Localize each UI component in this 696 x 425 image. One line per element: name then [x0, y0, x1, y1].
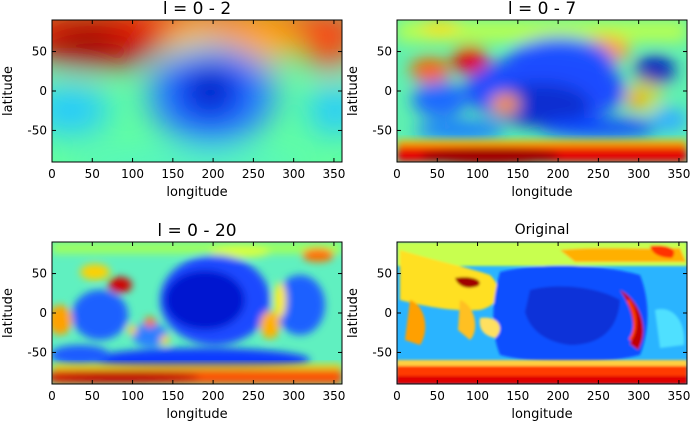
x-tick-label: 150 [506, 389, 529, 403]
y-axis-label: latitude [346, 288, 361, 338]
x-axis-label: longitude [511, 185, 572, 200]
x-tick-label: 100 [466, 389, 489, 403]
x-tick-label: 50 [430, 389, 445, 403]
x-tick-label: 50 [85, 389, 100, 403]
x-ticks: 0 50 100 150 200 250 300 350 [393, 20, 690, 181]
x-tick-label: 0 [48, 389, 56, 403]
x-tick-label: 0 [48, 167, 56, 181]
x-tick-label: 200 [547, 389, 570, 403]
panel-title: l = 0 - 7 [508, 0, 576, 19]
y-tick-label: 50 [377, 267, 392, 281]
heatmap [52, 242, 342, 384]
y-tick-label: -50 [372, 345, 392, 359]
y-tick-label: 50 [377, 45, 392, 59]
y-tick-label: 0 [39, 84, 47, 98]
heatmap [397, 20, 687, 162]
panel-l0-7: l = 0 - 7 [346, 0, 690, 200]
panel-title: Original [515, 222, 570, 238]
y-tick-label: 0 [39, 306, 47, 320]
x-tick-label: 350 [322, 389, 345, 403]
y-tick-label: 50 [32, 45, 47, 59]
x-tick-label: 200 [202, 389, 225, 403]
x-axis-label: longitude [166, 407, 227, 422]
panel-l0-2: l = 0 - 2 0 50 100 150 200 250 300 350 50 0 -50 l… [1, 0, 345, 200]
x-tick-label: 150 [506, 167, 529, 181]
x-ticks: 0 50 100 150 200 250 300 350 [48, 20, 345, 181]
x-tick-label: 250 [242, 167, 265, 181]
x-tick-label: 300 [282, 389, 305, 403]
x-tick-label: 350 [667, 389, 690, 403]
y-axis-label: latitude [346, 66, 361, 116]
x-tick-label: 50 [430, 167, 445, 181]
x-tick-label: 350 [667, 167, 690, 181]
x-tick-label: 150 [161, 167, 184, 181]
heatmap [397, 242, 687, 384]
x-tick-label: 100 [466, 167, 489, 181]
x-tick-label: 0 [393, 167, 401, 181]
x-tick-label: 250 [587, 167, 610, 181]
x-ticks: 0 50 100 150 200 250 300 350 [48, 242, 345, 403]
x-tick-label: 150 [161, 389, 184, 403]
x-tick-label: 200 [547, 167, 570, 181]
panel-title: l = 0 - 2 [163, 0, 231, 19]
x-axis-label: longitude [511, 407, 572, 422]
y-tick-label: 50 [32, 267, 47, 281]
panel-title: l = 0 - 20 [157, 221, 236, 241]
y-axis-label: latitude [1, 288, 16, 338]
y-ticks: 50 0 -50 [27, 45, 342, 137]
y-tick-label: 0 [384, 306, 392, 320]
x-tick-label: 350 [322, 167, 345, 181]
heatmap [52, 20, 342, 162]
panel-original: Original [346, 222, 690, 422]
x-tick-label: 250 [242, 389, 265, 403]
x-tick-label: 50 [85, 167, 100, 181]
x-tick-label: 250 [587, 389, 610, 403]
y-tick-label: -50 [372, 123, 392, 137]
x-axis-label: longitude [166, 185, 227, 200]
y-ticks: 50 0 -50 [27, 267, 342, 359]
x-tick-label: 100 [121, 389, 144, 403]
x-tick-label: 300 [282, 167, 305, 181]
x-ticks: 0 50 100 150 200 250 300 350 [393, 242, 690, 403]
y-tick-label: -50 [27, 123, 47, 137]
x-tick-label: 300 [627, 389, 650, 403]
y-ticks: 50 0 -50 [372, 45, 687, 137]
x-tick-label: 100 [121, 167, 144, 181]
y-ticks: 50 0 -50 [372, 267, 687, 359]
y-axis-label: latitude [1, 66, 16, 116]
x-tick-label: 200 [202, 167, 225, 181]
x-tick-label: 300 [627, 167, 650, 181]
panel-l0-20: l = 0 - 20 [1, 221, 345, 422]
y-tick-label: -50 [27, 345, 47, 359]
x-tick-label: 0 [393, 389, 401, 403]
y-tick-label: 0 [384, 84, 392, 98]
